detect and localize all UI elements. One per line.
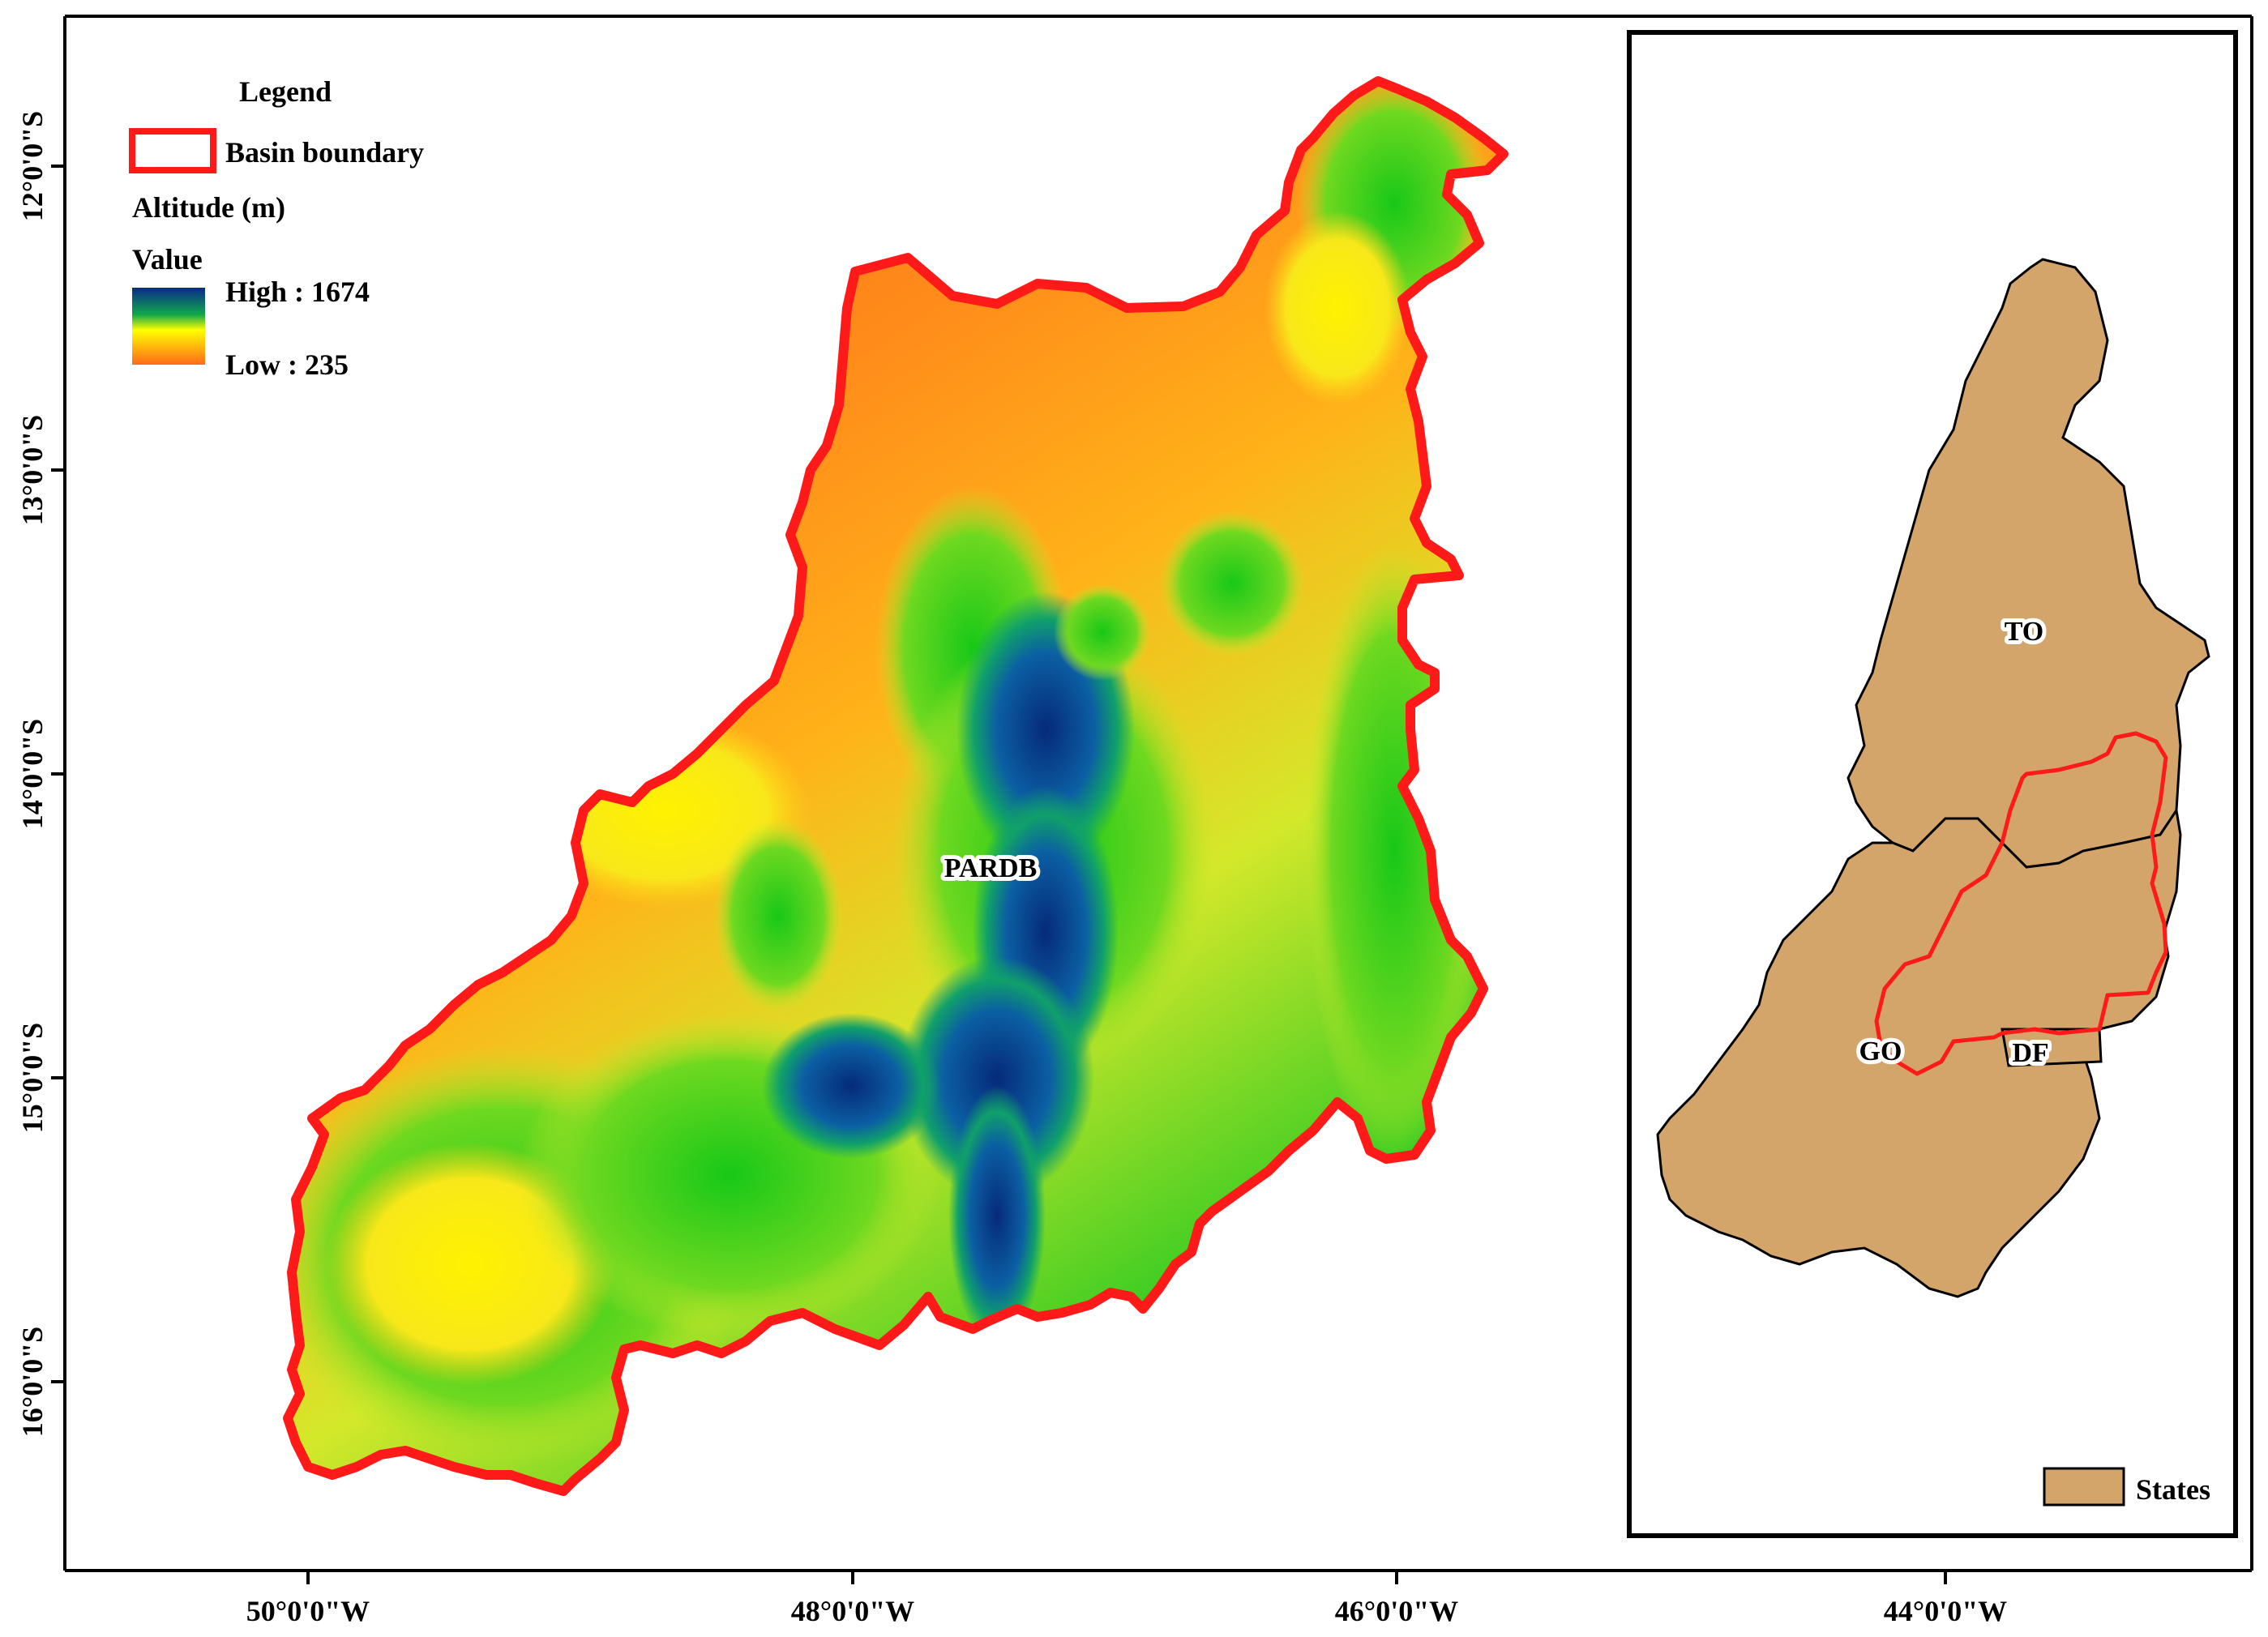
y-tick-label: 12°0'0"S <box>16 111 49 221</box>
x-tick-label: 50°0'0"W <box>246 1595 370 1627</box>
y-ticks <box>51 165 65 1383</box>
states-swatch <box>2043 1467 2125 1507</box>
state-label-to: TO <box>2005 617 2044 647</box>
legend-altitude-title: Altitude (m) <box>132 191 285 224</box>
legend-value-label: Value <box>132 243 203 276</box>
basin-boundary-swatch <box>129 128 216 173</box>
x-tick-label: 44°0'0"W <box>1884 1595 2007 1627</box>
inset-basin-boundary <box>1874 731 2168 1076</box>
state-go <box>1656 807 2182 1298</box>
states-legend-label: States <box>2136 1473 2210 1506</box>
state-label-go: GO <box>1859 1036 1902 1066</box>
x-tick-label: 46°0'0"W <box>1335 1595 1458 1627</box>
x-tick-label: 48°0'0"W <box>791 1595 914 1627</box>
y-tick-label: 16°0'0"S <box>16 1327 49 1437</box>
legend-high-label: High : 1674 <box>225 276 370 308</box>
state-df <box>2001 1028 2103 1067</box>
y-tick-label: 14°0'0"S <box>16 719 49 829</box>
legend-basin-boundary-label: Basin boundary <box>225 136 424 169</box>
legend-title: Legend <box>239 75 332 108</box>
basin-elevation-raster <box>288 81 1504 1491</box>
inset-states <box>1656 258 2210 1298</box>
basin-boundary <box>283 76 1508 1496</box>
x-ticks <box>306 1571 1947 1584</box>
y-tick-label: 15°0'0"S <box>16 1023 49 1133</box>
altitude-color-ramp <box>132 288 205 365</box>
legend: Legend Basin boundary Altitude (m) Value… <box>129 75 424 381</box>
state-label-df: DF <box>2012 1038 2048 1068</box>
y-tick-label: 13°0'0"S <box>16 415 49 525</box>
basin-label: PARDB <box>944 853 1038 883</box>
legend-low-label: Low : 235 <box>225 348 349 381</box>
